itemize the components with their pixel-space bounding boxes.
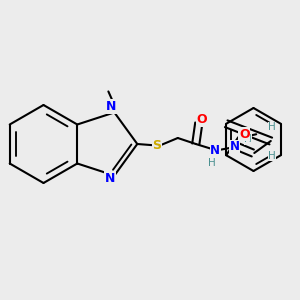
Text: S: S — [152, 139, 161, 152]
Text: O: O — [196, 113, 207, 127]
Text: N: N — [210, 143, 220, 157]
Text: O: O — [239, 128, 250, 141]
Text: N: N — [106, 100, 117, 113]
Text: H: H — [268, 122, 276, 133]
Text: H: H — [268, 151, 276, 161]
Text: N: N — [105, 172, 115, 185]
Text: H: H — [208, 158, 216, 169]
Text: N: N — [230, 140, 240, 154]
Text: H: H — [244, 134, 252, 145]
